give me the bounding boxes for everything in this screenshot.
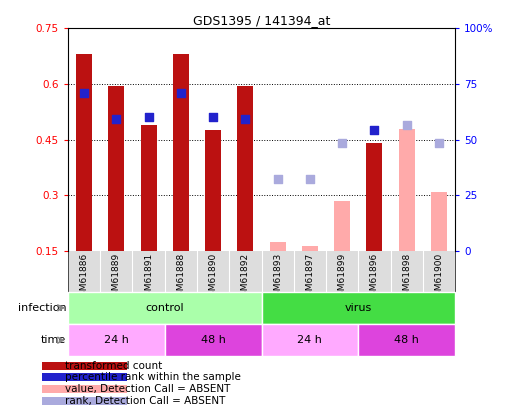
Text: time: time [41,335,66,345]
Point [112,116,120,123]
Text: GSM61900: GSM61900 [435,253,444,303]
Text: 24 h: 24 h [104,335,129,345]
Text: GSM61891: GSM61891 [144,253,153,303]
Bar [42,385,128,393]
Bar [399,129,415,251]
Text: 48 h: 48 h [394,335,419,345]
Bar [42,396,128,405]
Bar [269,242,286,251]
Bar [205,130,221,251]
Point [435,140,443,147]
Text: 24 h: 24 h [298,335,322,345]
Title: GDS1395 / 141394_at: GDS1395 / 141394_at [193,14,330,27]
Bar [262,324,358,356]
Point [241,116,249,123]
Bar [165,324,262,356]
Text: GSM61898: GSM61898 [402,253,411,303]
Text: GSM61889: GSM61889 [112,253,121,303]
Point [80,90,88,96]
Bar [42,373,128,382]
Bar [76,54,92,251]
Bar [334,201,350,251]
Text: GSM61892: GSM61892 [241,253,250,302]
Text: GSM61888: GSM61888 [176,253,185,303]
Text: rank, Detection Call = ABSENT: rank, Detection Call = ABSENT [65,396,226,405]
Point [338,140,346,147]
Bar [431,192,447,251]
Bar [108,86,124,251]
Text: virus: virus [345,303,372,313]
Bar [42,362,128,370]
Point [209,114,218,121]
Text: percentile rank within the sample: percentile rank within the sample [65,372,241,382]
Text: value, Detection Call = ABSENT: value, Detection Call = ABSENT [65,384,231,394]
Text: control: control [145,303,184,313]
Point [274,175,282,182]
Bar [366,143,382,251]
Bar [237,86,254,251]
Bar [68,324,165,356]
Text: 48 h: 48 h [201,335,225,345]
Text: GSM61893: GSM61893 [273,253,282,303]
Bar [358,324,455,356]
Point [403,122,411,128]
Text: GSM61886: GSM61886 [79,253,88,303]
Text: transformed count: transformed count [65,361,163,371]
Text: GSM61897: GSM61897 [305,253,314,303]
Point [144,114,153,121]
Point [370,127,379,134]
Text: GSM61896: GSM61896 [370,253,379,303]
Bar [173,54,189,251]
Text: GSM61899: GSM61899 [338,253,347,303]
Bar [302,245,318,251]
Text: GSM61890: GSM61890 [209,253,218,303]
Bar [68,292,262,324]
Text: infection: infection [18,303,66,313]
Point [177,90,185,96]
Bar [141,125,157,251]
Bar [262,292,455,324]
Point [305,175,314,182]
